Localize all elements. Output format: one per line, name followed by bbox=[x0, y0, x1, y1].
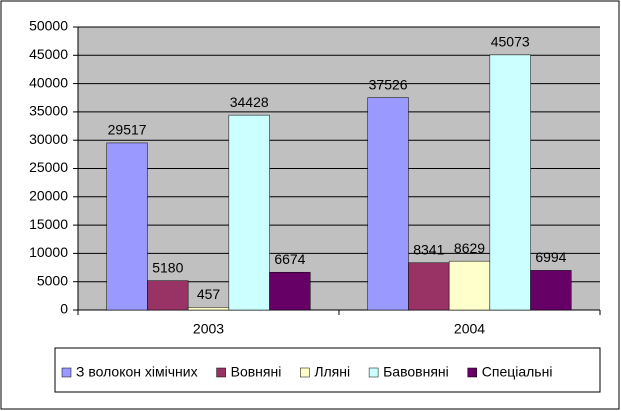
data-label: 6994 bbox=[535, 249, 566, 265]
bar bbox=[408, 262, 450, 311]
bar bbox=[147, 280, 189, 311]
bar bbox=[530, 270, 572, 311]
y-tick-label: 20000 bbox=[29, 188, 68, 204]
legend-swatch bbox=[368, 367, 379, 378]
data-label: 457 bbox=[197, 286, 221, 302]
legend-swatch bbox=[216, 367, 226, 378]
legend-swatch bbox=[300, 367, 310, 378]
data-label: 8341 bbox=[413, 241, 444, 257]
bar bbox=[269, 271, 311, 311]
bar bbox=[367, 97, 409, 311]
data-label: 5180 bbox=[152, 259, 183, 275]
y-tick-label: 50000 bbox=[29, 18, 68, 34]
legend-label: Лляні bbox=[314, 364, 350, 380]
data-label: 45073 bbox=[491, 34, 530, 50]
bar bbox=[228, 114, 270, 311]
bar bbox=[106, 142, 148, 311]
data-label: 29517 bbox=[108, 122, 147, 138]
y-tick-label: 25000 bbox=[29, 159, 68, 175]
x-tick-label: 2003 bbox=[193, 321, 224, 337]
y-tick-label: 30000 bbox=[29, 131, 68, 147]
legend-swatch bbox=[467, 367, 477, 378]
y-tick-label: 40000 bbox=[29, 74, 68, 90]
x-tick-label: 2004 bbox=[454, 321, 485, 337]
bar bbox=[187, 307, 230, 311]
legend-label: Спеціальні bbox=[482, 364, 553, 380]
y-tick-label: 0 bbox=[60, 301, 68, 317]
y-tick-label: 5000 bbox=[37, 272, 68, 288]
data-label: 34428 bbox=[230, 94, 269, 110]
data-label: 8629 bbox=[454, 240, 485, 256]
y-tick-label: 10000 bbox=[29, 244, 68, 260]
bar bbox=[489, 54, 531, 311]
y-tick-label: 15000 bbox=[29, 216, 68, 232]
legend-label: З волокон хімічних bbox=[76, 364, 198, 380]
data-label: 6674 bbox=[274, 251, 305, 267]
data-label: 37526 bbox=[369, 76, 408, 92]
legend-swatch bbox=[61, 367, 72, 378]
legend-label: Вовняні bbox=[231, 364, 282, 380]
legend-box bbox=[54, 347, 601, 393]
y-tick-label: 45000 bbox=[29, 46, 68, 62]
bar bbox=[448, 260, 491, 311]
y-tick-label: 35000 bbox=[29, 103, 68, 119]
legend-label: Бавовняні bbox=[383, 364, 449, 380]
